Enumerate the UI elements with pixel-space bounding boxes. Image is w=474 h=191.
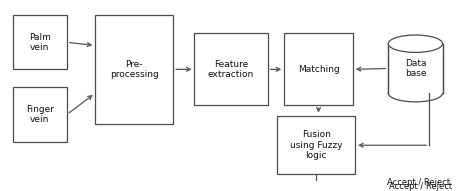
Bar — [277, 116, 355, 174]
Text: Matching: Matching — [298, 65, 339, 74]
Bar — [284, 33, 353, 105]
Bar — [95, 15, 173, 124]
Bar — [12, 87, 67, 142]
Text: Finger
vein: Finger vein — [26, 105, 54, 124]
Text: Accept / Reject: Accept / Reject — [387, 178, 450, 187]
Bar — [194, 33, 268, 105]
Ellipse shape — [388, 84, 443, 102]
Text: Accept / Reject: Accept / Reject — [389, 182, 452, 191]
Ellipse shape — [388, 35, 443, 52]
Text: Data
base: Data base — [405, 59, 426, 78]
Bar — [12, 15, 67, 69]
Bar — [388, 44, 443, 93]
Text: Feature
extraction: Feature extraction — [208, 60, 254, 79]
Text: Pre-
processing: Pre- processing — [110, 60, 159, 79]
Text: Fusion
using Fuzzy
logic: Fusion using Fuzzy logic — [290, 130, 343, 160]
Text: Palm
vein: Palm vein — [29, 32, 51, 52]
